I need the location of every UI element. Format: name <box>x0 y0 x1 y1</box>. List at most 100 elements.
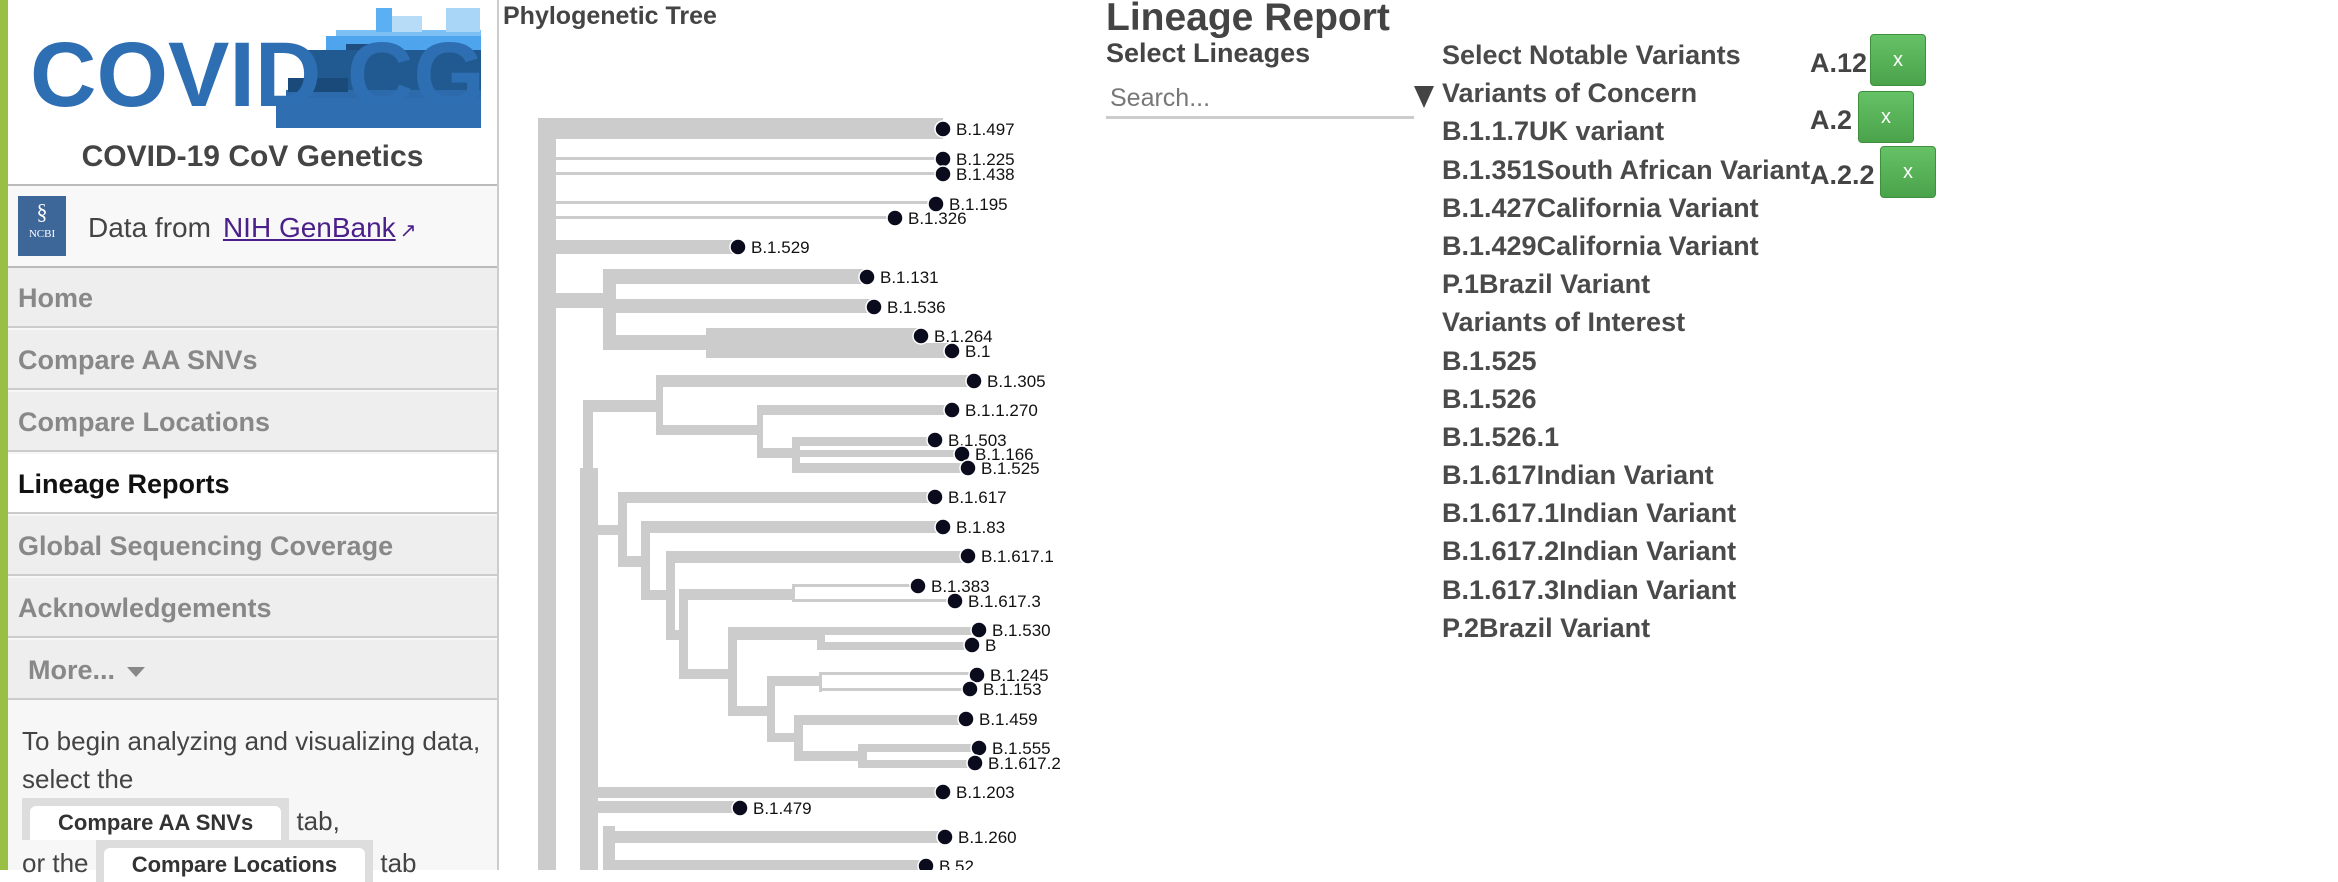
leaf-node[interactable] <box>966 754 984 772</box>
variant-option[interactable]: B.1.617.2Indian Variant <box>1442 536 1737 567</box>
tree-leaf[interactable]: B.1.326 <box>886 209 967 228</box>
selected-lineage-label: A.2 <box>1810 105 1853 135</box>
leaf-node[interactable] <box>970 739 988 757</box>
leaf-node[interactable] <box>968 666 986 684</box>
tree-leaf[interactable]: B.1.153 <box>961 680 1042 699</box>
tree-leaf[interactable]: B.1.203 <box>934 783 1015 802</box>
genbank-link[interactable]: NIH GenBank <box>222 212 396 243</box>
leaf-node[interactable] <box>963 636 981 654</box>
tree-leaf[interactable]: B.1.536 <box>865 298 946 317</box>
leaf-node[interactable] <box>970 621 988 639</box>
tree-leaf[interactable]: B.1.525 <box>959 459 1040 478</box>
leaf-node[interactable] <box>731 799 749 817</box>
tree-leaf[interactable]: B.1.617.3 <box>946 592 1041 611</box>
leaf-node[interactable] <box>965 372 983 390</box>
remove-lineage-button[interactable]: x <box>1858 91 1914 143</box>
tree-leaf[interactable]: B.1.438 <box>934 165 1015 184</box>
tree-leaf[interactable]: B.52 <box>917 857 974 870</box>
tree-leaf[interactable]: B.1.530 <box>970 621 1051 640</box>
nav-item-acknowledgements[interactable]: Acknowledgements <box>8 578 497 638</box>
leaf-node[interactable] <box>926 431 944 449</box>
leaf-node[interactable] <box>729 238 747 256</box>
dropdown-triangle-icon[interactable] <box>1414 86 1434 108</box>
getting-started-info: To begin analyzing and visualizing data,… <box>22 722 482 882</box>
remove-lineage-button[interactable]: x <box>1870 34 1926 86</box>
tree-leaf[interactable]: B.1.1.270 <box>943 401 1038 420</box>
nav-item-global-sequencing-coverage[interactable]: Global Sequencing Coverage <box>8 516 497 576</box>
selected-lineage-label: A.2.2 <box>1810 160 1875 190</box>
variant-option[interactable]: B.1.617Indian Variant <box>1442 460 1714 491</box>
variant-option[interactable]: B.1.525 <box>1442 345 1537 376</box>
tree-branch <box>817 627 825 650</box>
variant-group-header: Variants of Interest <box>1442 307 1686 338</box>
tree-leaf[interactable]: B.1.497 <box>934 120 1015 139</box>
leaf-node[interactable] <box>936 828 954 846</box>
tree-leaf[interactable]: B.1.264 <box>912 327 993 346</box>
leaf-node[interactable] <box>959 547 977 565</box>
tree-leaf[interactable]: B.1.617.2 <box>966 754 1061 773</box>
variant-option[interactable]: B.1.526.1 <box>1442 421 1560 452</box>
nav-item-more[interactable]: More... <box>8 640 497 700</box>
tree-branch <box>580 468 598 870</box>
variant-option[interactable]: B.1.429California Variant <box>1442 230 1759 261</box>
leaf-node[interactable] <box>909 577 927 595</box>
tree-leaf[interactable]: B.1.225 <box>934 150 1015 169</box>
leaf-node[interactable] <box>943 401 961 419</box>
tree-branch <box>737 627 818 640</box>
tree-leaf[interactable]: B.1.383 <box>909 577 990 596</box>
leaf-node[interactable] <box>934 165 952 183</box>
accent-bar <box>0 0 8 870</box>
leaf-node[interactable] <box>865 298 883 316</box>
tree-leaf[interactable]: B.1.529 <box>729 238 810 257</box>
variant-option[interactable]: P.2Brazil Variant <box>1442 612 1651 643</box>
variant-option[interactable]: B.1.1.7UK variant <box>1442 116 1665 147</box>
tree-leaf[interactable]: B.1.245 <box>968 666 1049 685</box>
leaf-node[interactable] <box>934 783 952 801</box>
leaf-node[interactable] <box>934 150 952 168</box>
compare-aa-snvs-tab-link[interactable]: Compare AA SNVs <box>22 798 290 840</box>
tree-leaf[interactable]: B.1.305 <box>965 372 1046 391</box>
remove-lineage-button[interactable]: x <box>1880 146 1936 198</box>
tree-leaf[interactable]: B.1.83 <box>934 518 1005 537</box>
leaf-node[interactable] <box>934 120 952 138</box>
tree-leaf[interactable]: B.1.479 <box>731 799 812 818</box>
variant-option[interactable]: B.1.617.3Indian Variant <box>1442 574 1737 605</box>
leaf-node[interactable] <box>912 327 930 345</box>
nav-item-lineage-reports[interactable]: Lineage Reports <box>8 454 497 514</box>
variant-option[interactable]: B.1.427California Variant <box>1442 192 1759 223</box>
leaf-label: B.1.383 <box>931 577 990 596</box>
leaf-node[interactable] <box>943 342 961 360</box>
leaf-node[interactable] <box>858 268 876 286</box>
tree-leaf[interactable]: B.1.617 <box>926 488 1007 507</box>
leaf-node[interactable] <box>959 459 977 477</box>
tree-leaf[interactable]: B.1.260 <box>936 828 1017 847</box>
tree-leaf[interactable]: B.1.503 <box>926 431 1007 450</box>
variant-option[interactable]: B.1.351South African Variant <box>1442 154 1811 185</box>
compare-locations-tab-link[interactable]: Compare Locations <box>95 840 374 882</box>
nav-item-compare-aa-snvs[interactable]: Compare AA SNVs <box>8 330 497 390</box>
leaf-node[interactable] <box>927 195 945 213</box>
nav-item-compare-locations[interactable]: Compare Locations <box>8 392 497 452</box>
tree-leaf[interactable]: B.1.617.1 <box>959 547 1054 566</box>
leaf-node[interactable] <box>961 680 979 698</box>
tree-leaf[interactable]: B.1.195 <box>927 195 1008 214</box>
leaf-node[interactable] <box>957 710 975 728</box>
leaf-node[interactable] <box>917 857 935 870</box>
leaf-node[interactable] <box>886 209 904 227</box>
nav-item-home[interactable]: Home <box>8 268 497 328</box>
tree-leaf[interactable]: B.1.555 <box>970 739 1051 758</box>
leaf-node[interactable] <box>934 518 952 536</box>
tree-leaf[interactable]: B.1 <box>943 342 991 361</box>
variant-option[interactable]: B.1.617.1Indian Variant <box>1442 498 1737 529</box>
variant-option[interactable]: B.1.526 <box>1442 383 1537 414</box>
tree-leaf[interactable]: B.1.166 <box>953 445 1034 464</box>
tree-leaf[interactable]: B <box>963 636 996 655</box>
tree-leaf[interactable]: B.1.459 <box>957 710 1038 729</box>
tree-branch <box>867 744 979 752</box>
leaf-node[interactable] <box>926 488 944 506</box>
leaf-node[interactable] <box>946 592 964 610</box>
lineage-search-input[interactable] <box>1106 80 1414 119</box>
variant-option[interactable]: P.1Brazil Variant <box>1442 269 1651 300</box>
tree-leaf[interactable]: B.1.131 <box>858 268 939 287</box>
